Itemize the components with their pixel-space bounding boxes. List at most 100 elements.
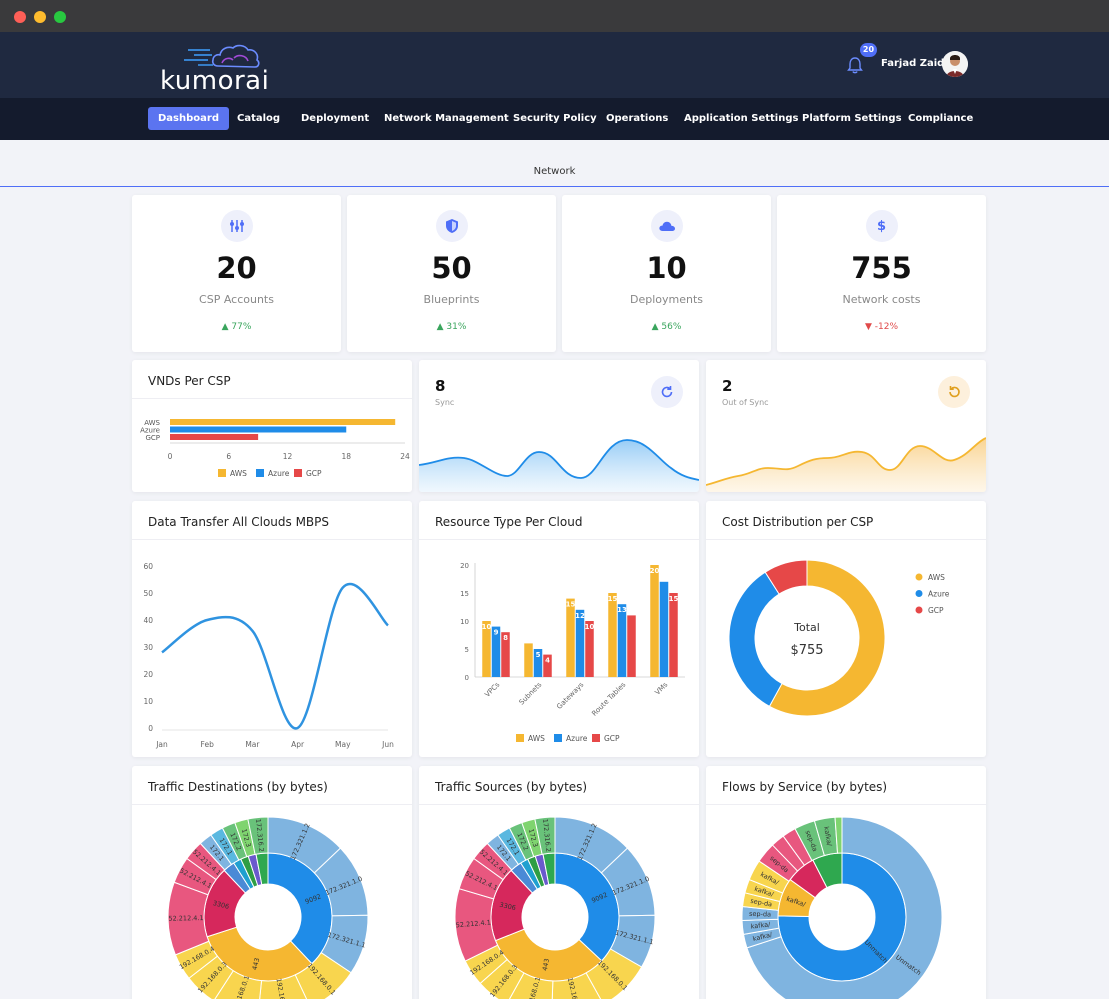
bar-gcp-vms[interactable] [669,593,678,677]
x-tick-label: VPCs [483,681,501,699]
data-transfer-line-chart: 0 10 20 30 40 50 60 Jan Feb Mar Apr May Jun [143,562,394,749]
legend-label: AWS [528,734,545,743]
traffic-destinations-card: Traffic Destinations (by bytes) 9092 443 3… [132,766,412,999]
y-tick-label: 40 [143,616,153,625]
resource-type-bar-chart: 051015201098VPCs54Subnets151210Gateways1… [460,562,685,743]
close-window-button[interactable] [14,11,26,23]
x-tick-label: Jan [155,740,168,749]
app-logo-text[interactable]: kumorai [160,66,270,96]
resource-type-card: Resource Type Per Cloud 0 5 10 15 20 10 9 8 VPCs… [419,501,699,757]
segment-label: 172.316.2 [541,819,552,853]
notification-bell-icon[interactable] [846,56,864,74]
undo-button[interactable] [938,376,970,408]
bar-gcp-gateways[interactable] [585,621,594,677]
dollar-icon: $ [865,210,898,242]
out-of-sync-count: 2 [722,377,733,395]
y-tick-label: Azure [140,427,160,435]
network-icon [220,210,253,242]
nav-deployment[interactable]: Deployment [301,113,370,124]
segment-label: 52.212.4.1 [168,914,203,923]
app-header: kumorai [0,32,1109,98]
stat-label: Network costs [842,293,921,306]
legend-label: AWS [230,469,247,478]
legend-label: Azure [566,734,588,743]
legend-swatch [915,573,923,581]
data-label: 9 [494,629,499,637]
card-title: Cost Distribution per CSP [722,515,874,529]
bar-aws-subnets[interactable] [524,643,533,677]
segment-label: 52.212.4.1 [455,918,491,929]
user-name[interactable]: Farjad Zaidi [881,58,948,69]
slice-aws[interactable] [768,559,886,717]
bar-azure-route-tables[interactable] [617,604,627,677]
bar-gcp[interactable] [170,434,259,440]
nav-compliance[interactable]: Compliance [908,113,974,124]
bar-azure-vpcs[interactable] [491,626,501,677]
bar-azure-vms[interactable] [659,581,669,677]
legend-label: GCP [604,734,620,743]
sync-card: 8 Sync [419,360,699,492]
data-transfer-line[interactable] [161,583,389,730]
y-tick-label: 30 [143,643,153,652]
stat-value: 50 [431,251,472,285]
user-avatar[interactable] [942,51,968,77]
card-divider [132,539,412,540]
outer-segment[interactable] [247,816,269,855]
bar-azure-gateways[interactable] [575,609,585,677]
vnds-per-csp-card: VNDs Per CSP AWS Azure GCP 0 6 12 18 24 AWS Azure… [132,360,412,492]
bar-azure[interactable] [170,426,347,433]
subtitle-divider [0,186,1109,187]
main-nav: Dashboard Catalog Deployment Network Man… [0,98,1109,140]
out-of-sync-label: Out of Sync [722,398,769,407]
data-label: 5 [536,651,541,659]
bar-aws-route-tables[interactable] [608,593,617,677]
trend-down-icon: ▼ [864,322,875,332]
y-tick-label: 0 [465,674,469,682]
x-tick-label: VMs [654,681,670,697]
bar-aws-vpcs[interactable] [482,621,491,677]
bar-aws-gateways[interactable] [566,598,575,677]
segment-label: kafka/ [822,826,833,848]
card-title: Data Transfer All Clouds MBPS [148,515,330,529]
x-tick-label: Subnets [518,681,544,707]
nav-security-policy[interactable]: Security Policy [513,113,597,124]
nav-network-management[interactable]: Network Management [384,113,509,124]
data-label: 20 [650,567,660,575]
outer-segment[interactable] [746,816,943,999]
bar-gcp-route-tables[interactable] [627,615,636,677]
refresh-button[interactable] [651,376,683,408]
y-tick-label: 10 [143,697,153,706]
nav-application-settings[interactable]: Application Settings [684,113,799,124]
slice-azure[interactable] [728,571,783,708]
shield-icon [435,210,468,242]
card-divider [706,539,986,540]
legend-label: GCP [928,606,944,615]
bar-aws[interactable] [170,419,396,425]
flows-by-service-sunburst: Unmatchkafka/Unmatchkafka/kafka/sep-dase… [741,816,943,999]
nav-catalog[interactable]: Catalog [237,113,281,124]
stat-label: Blueprints [423,293,480,306]
data-label: 15 [566,601,576,609]
maximize-window-button[interactable] [54,11,66,23]
minimize-window-button[interactable] [34,11,46,23]
bar-aws-vms[interactable] [650,565,659,677]
out-of-sync-sparkline [706,437,986,492]
slice-gcp[interactable] [764,559,808,595]
nav-dashboard[interactable]: Dashboard [148,107,229,130]
card-divider [706,804,986,805]
cost-distribution-card: Cost Distribution per CSP Total $755 AWS Az… [706,501,986,757]
outer-segment[interactable] [834,816,843,854]
nav-operations[interactable]: Operations [606,113,669,124]
x-tick-label: 24 [400,452,410,461]
bar-gcp-vpcs[interactable] [501,632,510,677]
legend-swatch [915,590,923,597]
data-label: 15 [608,595,618,603]
bar-gcp-subnets[interactable] [543,654,552,677]
y-tick-label: 0 [148,724,153,733]
outer-segment[interactable] [534,816,556,855]
y-tick-label: 5 [465,646,469,654]
bar-azure-subnets[interactable] [533,649,543,677]
page-subtitle: Network [533,166,576,177]
nav-platform-settings[interactable]: Platform Settings [802,113,902,124]
trend-up-icon: ▲ [221,322,232,332]
